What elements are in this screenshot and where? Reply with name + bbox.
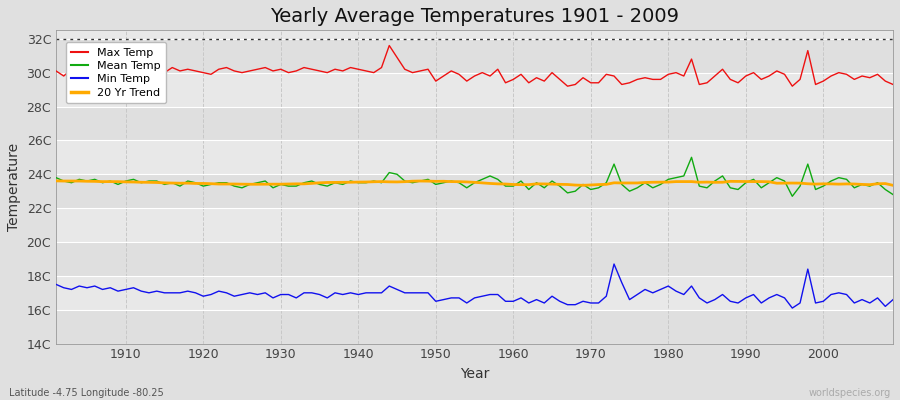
Title: Yearly Average Temperatures 1901 - 2009: Yearly Average Temperatures 1901 - 2009 (270, 7, 679, 26)
Bar (56, 39, 893, 73)
Legend: Max Temp, Mean Temp, Min Temp, 20 Yr Trend: Max Temp, Mean Temp, Min Temp, 20 Yr Tre… (66, 42, 166, 103)
X-axis label: Year: Year (460, 367, 490, 381)
Bar (56, 276, 893, 310)
Bar (56, 106, 893, 140)
Bar (56, 310, 893, 344)
Bar (56, 140, 893, 174)
Bar (56, 208, 893, 242)
Bar (56, 174, 893, 208)
Text: Latitude -4.75 Longitude -80.25: Latitude -4.75 Longitude -80.25 (9, 388, 164, 398)
Bar (56, 73, 893, 106)
Bar (56, 242, 893, 276)
Text: worldspecies.org: worldspecies.org (809, 388, 891, 398)
Y-axis label: Temperature: Temperature (7, 143, 21, 231)
